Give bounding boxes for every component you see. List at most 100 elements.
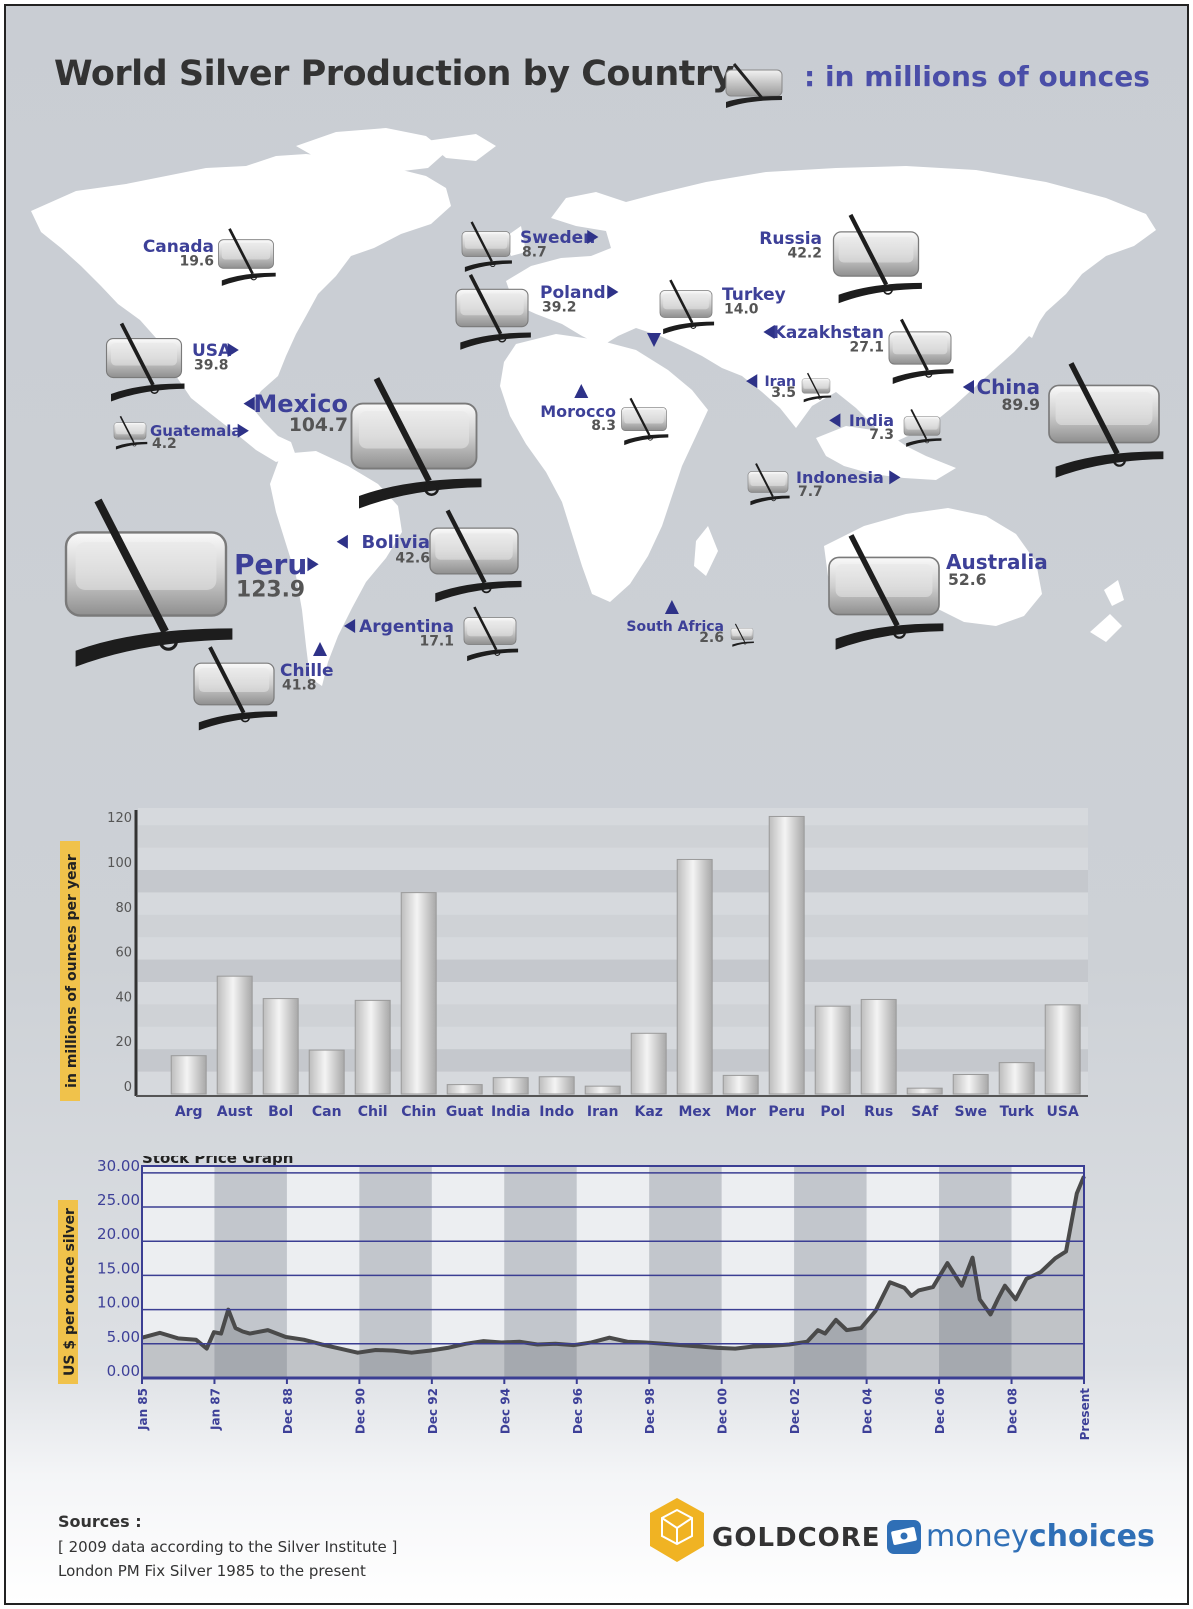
country-value: 52.6 [948,571,987,589]
x-tick-label: Mor [725,1104,756,1120]
bar-kaz [630,1032,667,1095]
country-value: 19.6 [179,254,214,270]
x-tick-label: Jan 85 [136,1388,150,1431]
pointer-arrow-icon [227,343,239,358]
x-tick-label: India [491,1104,530,1120]
silver-bar-icon [113,415,149,451]
silver-bar-icon [829,535,943,649]
y-tick-label: 40 [115,990,132,1005]
x-tick-label: Dec 98 [643,1388,657,1434]
pointer-arrow-icon [889,470,901,485]
country-value: 104.7 [289,415,348,436]
country-value: 27.1 [849,340,884,356]
silver-bar-icon [834,215,922,303]
y-tick-label: 80 [115,901,132,916]
silver-bar-icon [903,408,943,448]
pointer-arrow-icon [237,423,249,438]
country-name: Morocco [540,402,616,421]
bar-mor [722,1074,759,1095]
silver-bar-icon [620,397,670,447]
country-value: 89.9 [1002,396,1040,414]
y-axis-label-text: US $ per ounce silver [62,1208,78,1376]
x-tick-label: Can [312,1104,342,1120]
silver-bar-icon [730,623,755,648]
grid-band [359,1166,432,1378]
bar-mex [676,858,713,1095]
country-name: Sweden [520,228,595,248]
x-tick-label: Dec 00 [716,1388,730,1434]
country-value: 42.2 [787,246,822,262]
y-tick-label: 5.00 [107,1328,140,1346]
y-tick-label: 15.00 [97,1259,140,1277]
bar-chil [354,999,391,1095]
country-name: Kazakhstan [773,323,884,343]
silver-bar-icon [217,227,278,288]
country-name: Argentina [359,617,454,637]
x-tick-label: Chil [358,1104,388,1120]
pointer-arrow-icon [746,374,758,389]
source-line-1: [ 2009 data according to the Silver Inst… [58,1538,398,1556]
grid-band [1011,1166,1084,1378]
bar-swe [952,1074,989,1095]
pointer-arrow-icon [962,380,974,394]
country-value: 4.2 [152,436,177,452]
x-tick-label: Dec 88 [281,1388,295,1434]
silver-bar-icon [352,379,482,509]
x-tick-label: Iran [587,1104,619,1120]
grid-band [138,870,1088,893]
x-tick-label: Indo [539,1104,574,1120]
y-tick-label: 120 [107,811,132,826]
continents [31,128,1156,686]
grid-band [721,1166,795,1378]
silver-bar-icon [1049,363,1163,477]
silver-bar-icon [658,278,716,336]
country-markers: Canada19.6USA39.8Mexico104.7Guatemala4.2… [6,106,1189,746]
silver-bar-icon [725,63,783,108]
pointer-arrow-icon [574,384,589,398]
pointer-arrow-icon [829,413,841,428]
grid-band [138,825,1088,848]
x-tick-label: Swe [954,1104,987,1120]
x-tick-label: Bol [268,1104,293,1120]
x-tick-label: Aust [217,1104,253,1120]
x-tick-label: Turk [1000,1104,1035,1120]
label-bg [58,1200,78,1384]
country-value: 7.3 [869,427,894,443]
country-value: 17.1 [419,634,454,650]
silver-bar-icon [887,317,956,386]
x-tick-label: Chin [401,1104,436,1120]
goldcore-logo-icon [650,1498,704,1562]
y-tick-label: 20 [115,1035,132,1050]
y-tick-label: 100 [107,856,132,871]
x-tick-label: Arg [175,1104,203,1120]
y-tick-label: 60 [115,946,132,961]
country-name: China [976,375,1040,399]
page-title: World Silver Production by Country [54,54,735,94]
production-bar-chart: 0 20 40 60 80 100 120 Arg Aust Bol Can Chil Chin Guat… [60,808,1088,1120]
pointer-arrow-icon [607,285,619,300]
country-value: 3.5 [771,385,796,401]
x-tick-label: Dec 92 [426,1388,440,1434]
bar-aust [216,975,253,1095]
mc-money: money [926,1519,1029,1554]
country-name: Canada [143,237,214,257]
country-value: 41.8 [282,678,317,694]
bar-bol [262,998,299,1095]
country-name: Guatemala [150,422,241,440]
country-value: 42.6 [395,550,430,566]
bar-iran [584,1085,621,1095]
silver-bar-icon [801,372,832,403]
country-value: 8.7 [522,245,547,261]
x-tick-label: Mex [678,1104,710,1120]
pointer-arrow-icon [307,557,319,572]
x-tick-label: Dec 96 [571,1388,585,1434]
